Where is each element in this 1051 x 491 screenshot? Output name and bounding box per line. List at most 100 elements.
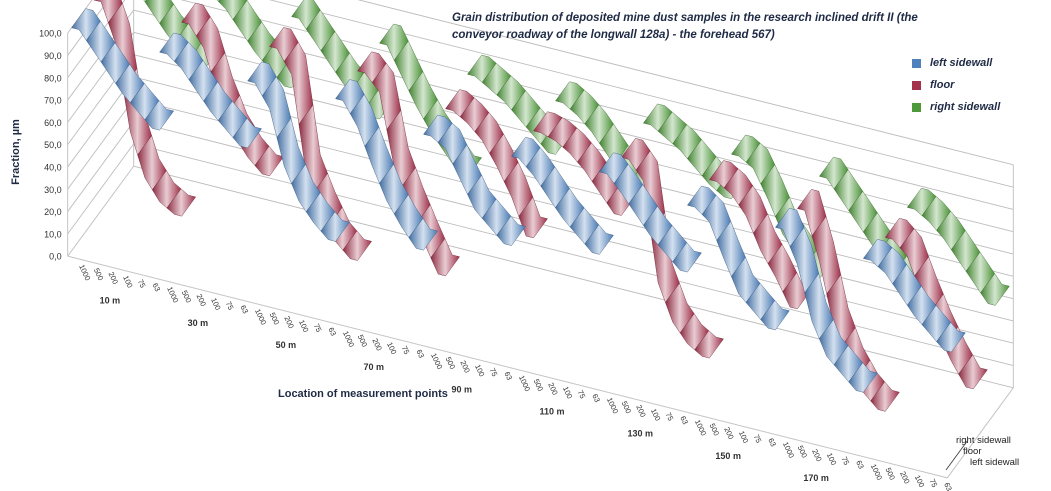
x-tick-label: 100 [385, 341, 398, 356]
gridline-side [67, 0, 109, 56]
gridline-side [67, 143, 135, 235]
legend-swatch-right-sidewall [912, 102, 921, 112]
legend-item-left-sidewall: left sidewall [912, 52, 1000, 74]
depth-label: floor [963, 446, 981, 457]
ribbon-segment [430, 238, 460, 277]
location-label: 130 m [627, 429, 653, 439]
ribbon-segment [143, 0, 147, 3]
location-label: 170 m [803, 473, 829, 483]
x-tick-label: 200 [810, 448, 823, 463]
x-tick-label: 63 [326, 326, 338, 337]
x-tick-label: 500 [708, 422, 721, 437]
location-label: 70 m [364, 362, 385, 372]
y-tick-label: 50,0 [44, 140, 62, 150]
legend: left sidewall floor right sidewall [912, 52, 1000, 118]
x-tick-label: 200 [195, 293, 208, 308]
x-tick-label: 100 [737, 429, 750, 444]
x-tick-label: 500 [180, 289, 193, 304]
legend-swatch-floor [912, 80, 921, 90]
depth-label: right sidewall [956, 435, 1011, 446]
x-tick-label: 75 [927, 477, 939, 488]
x-tick-label: 63 [414, 348, 426, 359]
gridline [268, 0, 1014, 188]
location-label: 30 m [188, 318, 209, 328]
x-tick-label: 500 [796, 444, 809, 459]
y-tick-label: 0,0 [49, 252, 62, 262]
x-tick-label: 75 [400, 344, 412, 355]
legend-item-right-sidewall: right sidewall [912, 96, 1000, 118]
ribbon-segment [848, 362, 878, 393]
x-tick-label: 200 [107, 270, 120, 285]
x-tick-label: 63 [942, 481, 954, 491]
x-tick-label: 100 [561, 385, 574, 400]
x-tick-label: 100 [913, 474, 926, 489]
y-tick-label: 40,0 [44, 162, 62, 172]
x-tick-label: 200 [282, 315, 295, 330]
x-tick-label: 75 [312, 322, 324, 333]
ribbon-segment [584, 224, 614, 255]
legend-item-floor: floor [912, 74, 1000, 96]
legend-swatch-left-sidewall [912, 58, 921, 68]
ribbon-segment [958, 354, 988, 390]
location-label: 10 m [100, 296, 121, 306]
gridline-side [67, 121, 135, 212]
x-tick-label: 75 [224, 300, 236, 311]
x-tick-label: 1000 [253, 307, 268, 326]
location-label: 150 m [715, 451, 741, 461]
x-tick-label: 1000 [869, 463, 884, 482]
gridline-side [67, 98, 135, 190]
ribbon-segment [760, 300, 790, 331]
ribbon-segment [870, 381, 900, 412]
x-tick-label: 100 [473, 363, 486, 378]
legend-label: right sidewall [930, 101, 1001, 113]
ribbon-segment [232, 117, 262, 149]
x-tick-label: 63 [678, 415, 690, 426]
gridline [133, 165, 1014, 389]
depth-label: left sidewall [970, 457, 1019, 468]
y-tick-label: 80,0 [44, 73, 62, 83]
gridline [357, 0, 1014, 166]
x-tick-label: 63 [590, 392, 602, 403]
x-tick-label: 1000 [77, 263, 92, 282]
ribbon-segment [166, 188, 197, 217]
ribbon-segment [936, 322, 966, 353]
chart-title: Grain distribution of deposited mine dus… [452, 12, 918, 41]
floor-edge [67, 255, 948, 479]
x-tick-label: 1000 [781, 440, 796, 459]
x-tick-label: 200 [634, 403, 647, 418]
x-tick-label: 75 [136, 278, 148, 289]
x-tick-label: 1000 [429, 352, 444, 371]
depth-axis [945, 439, 969, 471]
y-tick-label: 60,0 [44, 118, 62, 128]
location-label: 90 m [452, 384, 473, 394]
x-tick-label: 1000 [693, 418, 708, 437]
x-tick-label: 500 [532, 378, 545, 393]
x-tick-label: 1000 [517, 374, 532, 393]
y-tick-label: 70,0 [44, 96, 62, 106]
x-tick-label: 63 [151, 282, 163, 293]
location-label: 50 m [276, 340, 297, 350]
ribbon-segment [320, 211, 350, 242]
ribbon-segment [694, 330, 724, 359]
x-tick-label: 75 [664, 411, 676, 422]
x-tick-label: 100 [209, 296, 222, 311]
y-tick-label: 20,0 [44, 207, 62, 217]
ribbon-segment [216, 0, 220, 2]
x-tick-label: 200 [722, 426, 735, 441]
ribbon-segment [342, 230, 372, 261]
gridline-side [67, 165, 135, 257]
x-tick-label: 75 [752, 433, 764, 444]
legend-label: left sidewall [930, 57, 993, 69]
x-tick-label: 100 [121, 274, 134, 289]
ribbon-segment [672, 242, 702, 273]
legend-label: floor [930, 79, 955, 91]
ribbon-segment [496, 215, 526, 246]
x-tick-label: 500 [620, 400, 633, 415]
x-tick-label: 75 [840, 455, 852, 466]
x-tick-label: 200 [370, 337, 383, 352]
x-tick-label: 75 [488, 367, 500, 378]
x-tick-label: 100 [649, 407, 662, 422]
plot-area: 0,0 10,0 20,0 30,0 40,0 50,0 60,0 70,0 80,0 90,0 1… [39, 0, 1019, 491]
x-tick-label: 500 [268, 311, 281, 326]
